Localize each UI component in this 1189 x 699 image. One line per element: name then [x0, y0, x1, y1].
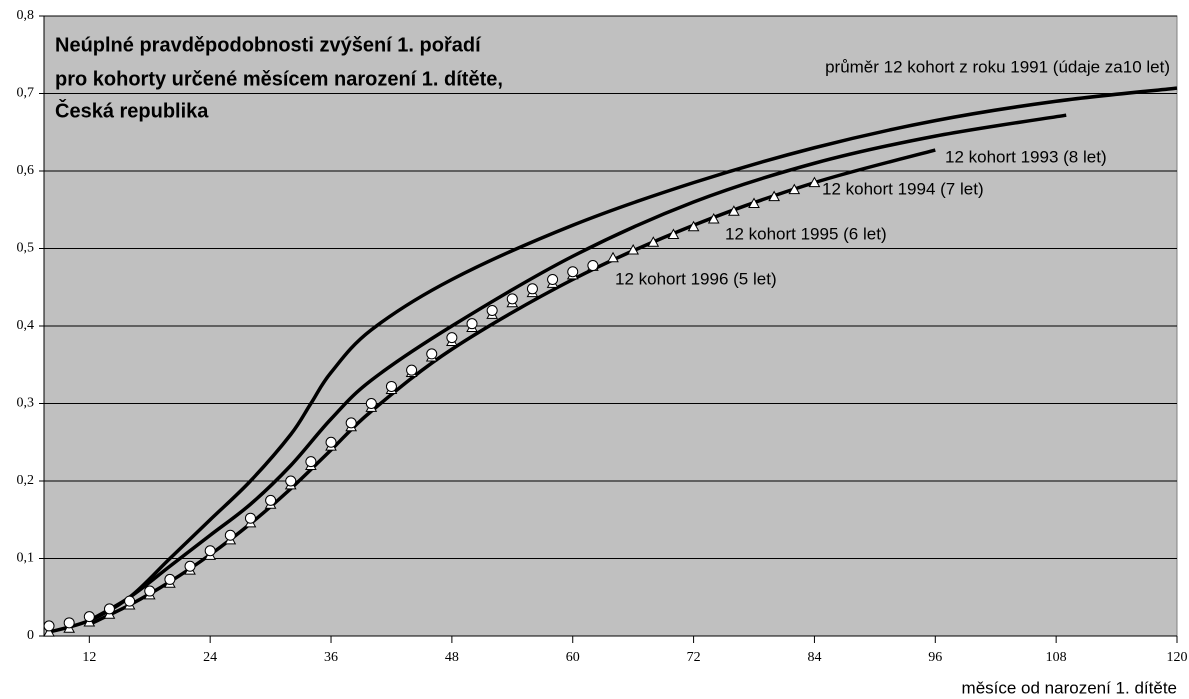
x-tick-label: 72 [687, 650, 701, 665]
point-marker [43, 620, 55, 632]
point-marker [748, 197, 760, 209]
point-marker [43, 626, 55, 637]
series-line [88, 113, 1067, 623]
point-marker [144, 585, 156, 597]
point-marker [325, 436, 337, 448]
x-tick-label: 48 [445, 650, 459, 665]
y-tick-label: 0,8 [17, 8, 35, 23]
series-label: 12 kohort 1994 (7 let) [822, 179, 984, 198]
point-marker [728, 205, 740, 216]
point-marker [124, 595, 136, 607]
point-marker [627, 244, 640, 255]
point-marker [667, 228, 680, 240]
point-marker [285, 475, 297, 487]
point-marker [647, 236, 660, 247]
point-marker [768, 190, 781, 202]
point-marker [164, 573, 176, 585]
x-axis-label: měsíce od narození 1. dítěte [962, 678, 1177, 697]
y-tick-label: 0 [27, 628, 34, 643]
x-tick-label: 60 [566, 650, 580, 665]
point-marker [466, 318, 478, 330]
point-marker [526, 283, 538, 295]
point-marker [506, 293, 518, 305]
point-marker [365, 398, 377, 409]
x-tick-label: 24 [203, 650, 217, 665]
x-tick-label: 120 [1167, 650, 1188, 665]
point-marker [63, 617, 75, 629]
point-marker [426, 348, 438, 360]
chart-title: Česká republika [55, 98, 209, 122]
x-tick-label: 84 [807, 650, 821, 665]
point-marker [406, 364, 418, 376]
point-marker [345, 417, 357, 429]
x-tick-label: 12 [82, 650, 96, 665]
y-tick-label: 0,6 [17, 163, 35, 178]
point-marker [707, 213, 720, 224]
chart-title: Neúplné pravděpodobnosti zvýšení 1. pořa… [55, 34, 482, 56]
point-marker [385, 380, 397, 392]
point-marker [224, 529, 236, 541]
y-tick-label: 0,7 [17, 86, 35, 101]
point-marker [607, 251, 619, 263]
point-marker [204, 545, 216, 557]
point-marker [305, 456, 317, 468]
point-marker [587, 260, 599, 272]
series-label: 12 kohort 1993 (8 let) [945, 147, 1107, 166]
point-marker [83, 611, 95, 623]
point-marker [244, 512, 256, 524]
y-tick-label: 0,4 [17, 318, 35, 333]
y-tick-label: 0,1 [17, 551, 35, 566]
point-marker [446, 332, 458, 344]
chart-title: pro kohorty určené měsícem narození 1. d… [55, 68, 503, 90]
point-marker [103, 603, 115, 615]
y-tick-label: 0,2 [17, 473, 35, 488]
y-tick-label: 0,3 [17, 396, 35, 411]
point-marker [567, 266, 579, 278]
y-tick-label: 0,5 [17, 241, 35, 256]
point-marker [788, 183, 801, 195]
series-label: 12 kohort 1996 (5 let) [615, 269, 777, 288]
series-label: 12 kohort 1995 (6 let) [725, 224, 887, 243]
point-marker [687, 220, 700, 232]
x-tick-label: 36 [324, 650, 338, 665]
series-label: průměr 12 kohort z roku 1991 (údaje za10… [825, 57, 1170, 76]
point-marker [184, 560, 196, 572]
x-tick-label: 108 [1046, 650, 1067, 665]
point-marker [486, 305, 498, 316]
point-marker [265, 494, 277, 506]
point-marker [547, 274, 559, 285]
x-tick-label: 96 [928, 650, 942, 665]
series-line [48, 86, 1178, 634]
point-marker [808, 176, 821, 188]
